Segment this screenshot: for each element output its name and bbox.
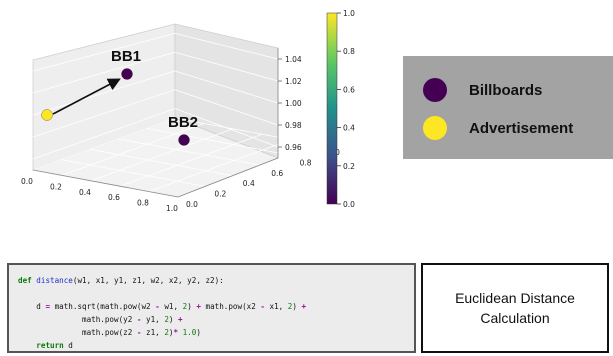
y-axis-line <box>177 157 279 198</box>
x-tick-label: 0.6 <box>108 193 120 202</box>
z-tick-label: 0.96 <box>285 143 302 152</box>
grid-line <box>90 128 234 182</box>
caption-box: Euclidean Distance Calculation <box>421 263 609 353</box>
code-line-1: def <box>18 276 32 285</box>
y-tick-label: 0.0 <box>186 200 198 209</box>
number: 1.0 <box>182 328 197 337</box>
code-block: def distance(w1, x1, y1, z1, w2, x2, y2,… <box>7 263 416 353</box>
colorbar-tick-label: 0.8 <box>343 47 355 56</box>
grid-line <box>118 138 264 167</box>
grid-lines <box>32 33 321 198</box>
scatter-3d-plot: 0.0 0.2 0.4 0.6 0.8 1.0 0.0 0.2 0.4 0.6 0.8 1.0 0.… <box>21 9 355 213</box>
data-points: BB1 BB2 <box>41 48 198 146</box>
x-axis-line <box>32 169 179 198</box>
operator: + <box>178 315 183 324</box>
operator: - <box>155 302 160 311</box>
grid-line <box>32 108 176 160</box>
number: 2 <box>182 302 188 311</box>
operator: * <box>173 328 179 337</box>
colorbar-tick-label: 0.6 <box>343 85 355 94</box>
grid-line <box>177 144 321 198</box>
caption-text: Euclidean Distance Calculation <box>455 290 575 326</box>
legend-item-billboards: Billboards <box>423 78 542 102</box>
grid-line <box>61 159 207 187</box>
grid-line <box>146 128 292 156</box>
operator: - <box>260 302 265 311</box>
operator: - <box>136 328 142 337</box>
grid-line <box>32 33 176 72</box>
grid-line <box>174 108 279 148</box>
grid-line <box>119 133 263 187</box>
keyword-return: return <box>36 341 64 350</box>
colorbar-tick-label: 0.0 <box>343 200 355 209</box>
legend-dot-billboards <box>423 78 447 102</box>
y-tick-label: 0.4 <box>243 179 255 188</box>
colorbar-ticks: 0.0 0.2 0.4 0.6 0.8 1.0 <box>337 9 355 209</box>
x-tick-label: 0.4 <box>79 188 91 197</box>
grid-line <box>61 123 205 176</box>
legend-item-advertisement: Advertisement <box>423 116 573 140</box>
point-bb1 <box>121 68 133 80</box>
z-tick-label: 1.00 <box>285 99 302 108</box>
point-bb2 <box>178 134 190 146</box>
colorbar-tick-label: 1.0 <box>343 9 355 18</box>
grid-line <box>32 51 176 94</box>
x-tick-labels: 0.0 0.2 0.4 0.6 0.8 1.0 <box>21 177 178 213</box>
x-tick-label: 0.2 <box>50 182 62 191</box>
code-text: def distance(w1, x1, y1, z1, w2, x2, y2,… <box>18 276 307 350</box>
legend-label-advertisement: Advertisement <box>469 119 574 137</box>
grid-line <box>148 139 292 192</box>
x-tick-label: 0.8 <box>137 199 149 208</box>
colorbar <box>326 12 338 205</box>
y-tick-label: 0.8 <box>300 158 312 167</box>
point-label-bb2: BB2 <box>168 114 198 131</box>
z-tick-label: 0.98 <box>285 121 302 130</box>
grid-line <box>174 70 279 104</box>
point-label-bb1: BB1 <box>111 48 141 65</box>
grid-line <box>32 89 176 138</box>
grid-line <box>174 51 279 82</box>
number: 2 <box>164 328 169 337</box>
grid-line <box>89 148 235 177</box>
legend-dot-advertisement <box>423 116 447 140</box>
grid-line <box>32 70 176 116</box>
z-tick-label: 1.04 <box>285 55 302 64</box>
y-tick-label: 0.2 <box>214 190 226 199</box>
direction-arrow <box>52 78 121 115</box>
operator: + <box>301 302 307 311</box>
number: 2 <box>164 315 169 324</box>
function-name: distance <box>36 276 73 285</box>
z-tick-labels: 0.96 0.98 1.00 1.02 1.04 <box>278 55 302 152</box>
legend-label-billboards: Billboards <box>469 81 543 99</box>
y-tick-label: 0.6 <box>271 169 283 178</box>
operator: - <box>136 315 142 324</box>
operator: = <box>45 302 51 311</box>
colorbar-tick-label: 0.4 <box>343 124 355 133</box>
x-tick-label: 0.0 <box>21 177 33 186</box>
colorbar-tick-label: 0.2 <box>343 162 355 171</box>
point-advertisement <box>41 109 53 121</box>
grid-line <box>32 117 176 171</box>
grid-line <box>174 117 321 146</box>
legend-panel: Billboards Advertisement <box>403 56 613 159</box>
operator: + <box>196 302 201 311</box>
number: 2 <box>287 302 293 311</box>
z-tick-label: 1.02 <box>285 77 302 86</box>
x-tick-label: 1.0 <box>166 204 178 213</box>
grid-line <box>174 89 279 126</box>
grid-line <box>174 33 279 60</box>
